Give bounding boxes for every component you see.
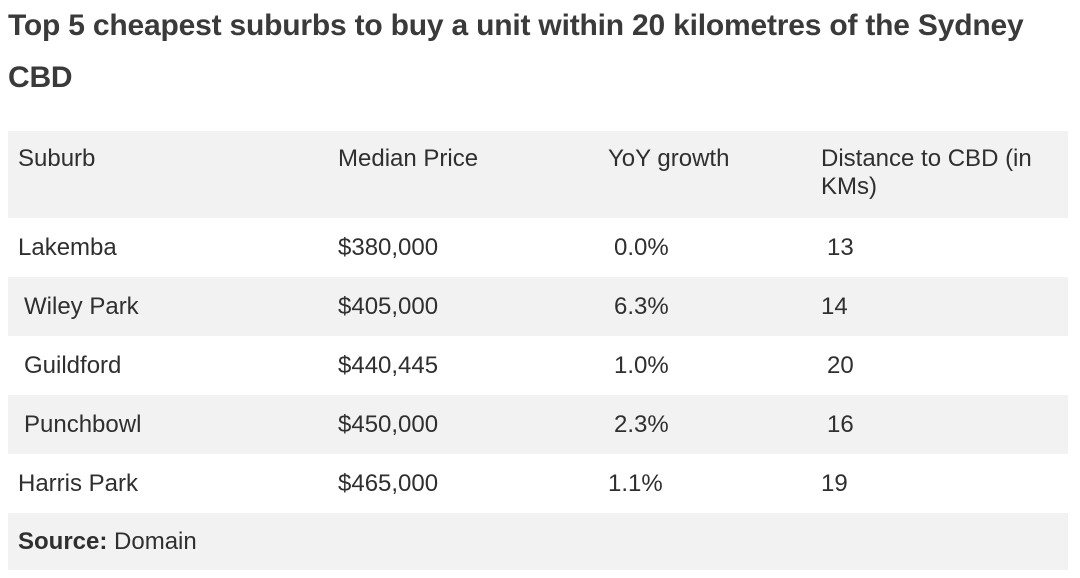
cell-median-price: $405,000 xyxy=(338,292,439,320)
cell-median-price: $450,000 xyxy=(338,410,439,438)
cell-suburb: Guildford xyxy=(24,351,122,379)
cell-median-price: $440,445 xyxy=(338,351,439,379)
table-header-row: Suburb Median Price YoY growth Distance … xyxy=(8,131,1068,218)
source-label: Source: xyxy=(18,527,108,555)
column-header-suburb: Suburb xyxy=(18,145,96,172)
table-row: Lakemba $380,000 0.0% 13 xyxy=(8,218,1068,277)
cell-distance: 14 xyxy=(821,292,848,320)
cell-median-price: $380,000 xyxy=(338,233,439,261)
source-row: Source: Domain xyxy=(8,513,1068,570)
column-header-median-price: Median Price xyxy=(338,145,479,172)
cell-yoy-growth: 1.1% xyxy=(608,469,663,497)
cell-median-price: $465,000 xyxy=(338,469,439,497)
table-row: Harris Park $465,000 1.1% 19 xyxy=(8,454,1068,513)
column-header-yoy-growth: YoY growth xyxy=(608,145,730,172)
cell-distance: 19 xyxy=(821,469,848,497)
cell-yoy-growth: 2.3% xyxy=(614,410,669,438)
source-value: Domain xyxy=(114,527,197,555)
cell-distance: 20 xyxy=(827,351,854,379)
cell-yoy-growth: 6.3% xyxy=(614,292,669,320)
cell-distance: 16 xyxy=(827,410,854,438)
cell-suburb: Lakemba xyxy=(18,233,117,261)
cell-distance: 13 xyxy=(827,233,854,261)
table-row: Guildford $440,445 1.0% 20 xyxy=(8,336,1068,395)
cell-suburb: Punchbowl xyxy=(24,410,142,438)
cell-yoy-growth: 0.0% xyxy=(614,233,669,261)
column-header-distance: Distance to CBD (in KMs) xyxy=(821,145,1032,200)
table-row: Wiley Park $405,000 6.3% 14 xyxy=(8,277,1068,336)
page-title: Top 5 cheapest suburbs to buy a unit wit… xyxy=(8,9,1024,94)
cell-suburb: Wiley Park xyxy=(24,292,139,320)
table-row: Punchbowl $450,000 2.3% 16 xyxy=(8,395,1068,454)
suburbs-table: Suburb Median Price YoY growth Distance … xyxy=(8,131,1068,570)
cell-yoy-growth: 1.0% xyxy=(614,351,669,379)
cell-suburb: Harris Park xyxy=(18,469,139,497)
source-note: Source: Domain xyxy=(8,513,1068,570)
